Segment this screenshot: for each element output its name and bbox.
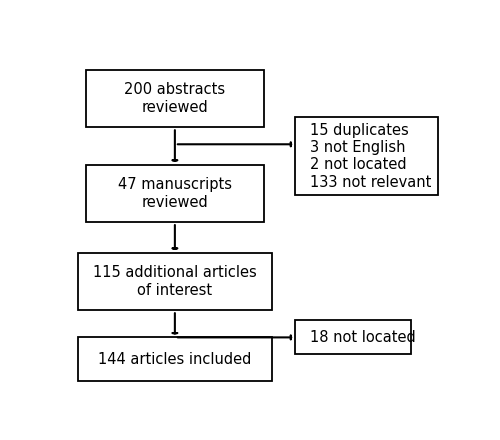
FancyBboxPatch shape — [295, 320, 411, 354]
FancyBboxPatch shape — [78, 253, 272, 310]
FancyBboxPatch shape — [86, 70, 264, 127]
Text: 144 articles included: 144 articles included — [98, 352, 252, 367]
FancyBboxPatch shape — [295, 117, 438, 195]
Text: 115 additional articles
of interest: 115 additional articles of interest — [93, 265, 257, 298]
FancyBboxPatch shape — [78, 337, 272, 381]
FancyBboxPatch shape — [86, 165, 264, 222]
Text: 47 manuscripts
reviewed: 47 manuscripts reviewed — [118, 177, 232, 209]
Text: 18 not located: 18 not located — [310, 330, 416, 345]
Text: 200 abstracts
reviewed: 200 abstracts reviewed — [124, 82, 226, 115]
Text: 15 duplicates
3 not English
2 not located
133 not relevant: 15 duplicates 3 not English 2 not locate… — [310, 122, 432, 190]
